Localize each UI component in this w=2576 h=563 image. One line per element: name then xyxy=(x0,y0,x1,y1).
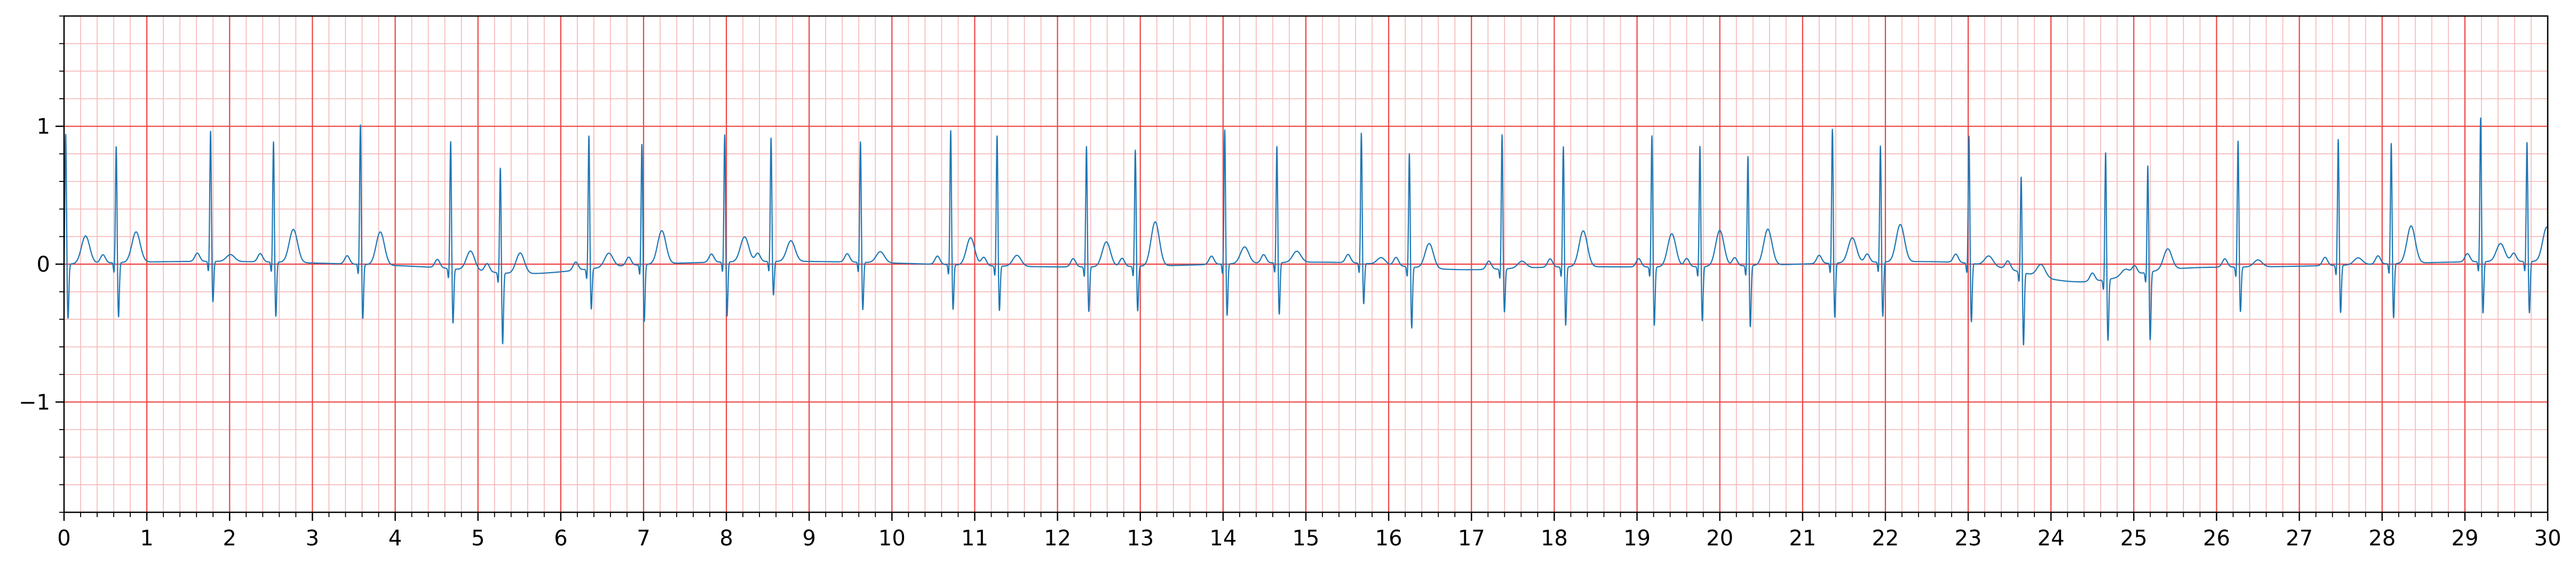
x-tick-label: 23 xyxy=(1955,526,1982,551)
x-tick-label: 24 xyxy=(2038,526,2065,551)
x-tick-label: 28 xyxy=(2368,526,2396,551)
x-tick-label: 30 xyxy=(2534,526,2562,551)
x-tick-label: 29 xyxy=(2451,526,2478,551)
y-tick-label: −1 xyxy=(19,390,50,415)
x-tick-label: 14 xyxy=(1209,526,1237,551)
x-tick-label: 7 xyxy=(637,526,650,551)
ecg-trace xyxy=(63,117,2548,346)
x-tick-label: 1 xyxy=(140,526,153,551)
x-tick-label: 9 xyxy=(802,526,815,551)
x-tick-label: 6 xyxy=(554,526,567,551)
x-tick-label: 20 xyxy=(1706,526,1733,551)
y-tick-label: 1 xyxy=(37,115,50,139)
x-tick-label: 5 xyxy=(471,526,485,551)
x-tick-label: 4 xyxy=(389,526,402,551)
x-tick-label: 18 xyxy=(1541,526,1568,551)
series-layer xyxy=(63,117,2548,346)
x-tick-label: 17 xyxy=(1458,526,1485,551)
x-tick-label: 11 xyxy=(961,526,988,551)
x-tick-label: 12 xyxy=(1044,526,1071,551)
x-tick-label: 21 xyxy=(1789,526,1816,551)
x-tick-label: 2 xyxy=(223,526,236,551)
x-tick-label: 0 xyxy=(57,526,70,551)
x-tick-label: 27 xyxy=(2286,526,2313,551)
x-tick-label: 25 xyxy=(2120,526,2147,551)
x-axis: 0 1 2 3 4 5 6 7 8 9 10 11 12 13 14 15 16 17 18 19 20 21 22 23 24… xyxy=(57,512,2561,551)
x-tick-label: 22 xyxy=(1872,526,1899,551)
x-tick-label: 3 xyxy=(306,526,319,551)
x-tick-label: 13 xyxy=(1127,526,1154,551)
x-tick-label: 15 xyxy=(1293,526,1320,551)
y-axis: −1 0 1 xyxy=(19,15,64,513)
x-tick-label: 16 xyxy=(1375,526,1402,551)
x-tick-label: 26 xyxy=(2203,526,2230,551)
x-tick-label: 10 xyxy=(878,526,906,551)
x-tick-label: 8 xyxy=(719,526,733,551)
x-tick-label: 19 xyxy=(1623,526,1651,551)
y-tick-label: 0 xyxy=(37,252,50,277)
